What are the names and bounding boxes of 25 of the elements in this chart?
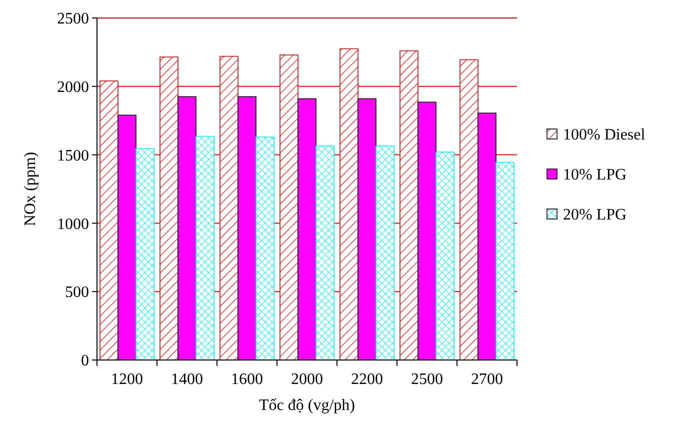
legend-label: 10% LPG [563, 166, 627, 184]
x-tick-label: 1200 [111, 371, 143, 388]
x-tick-label: 2700 [471, 371, 503, 388]
bar [496, 162, 514, 360]
x-tick-label: 2500 [411, 371, 443, 388]
bar [436, 152, 454, 360]
bar [196, 136, 214, 360]
x-tick-label: 1400 [171, 371, 203, 388]
bar [316, 146, 334, 360]
y-tick-label: 0 [81, 352, 89, 370]
x-axis-title: Tốc độ (vg/ph) [259, 397, 355, 414]
legend-label: 20% LPG [563, 206, 627, 224]
y-tick-label: 1500 [57, 147, 89, 164]
bar [376, 146, 394, 360]
y-tick-label: 2000 [57, 79, 89, 96]
bar [256, 136, 274, 360]
bar [136, 148, 154, 360]
y-tick-label: 2500 [57, 10, 89, 28]
y-tick-label: 500 [65, 284, 89, 302]
legend-label: 100% Diesel [563, 126, 646, 144]
x-tick-label: 2000 [291, 371, 323, 388]
y-axis-title: NOx (ppm) [22, 152, 39, 226]
y-tick-label: 1000 [57, 216, 89, 233]
x-tick-label: 1600 [231, 371, 263, 388]
x-tick-label: 2200 [351, 371, 383, 388]
